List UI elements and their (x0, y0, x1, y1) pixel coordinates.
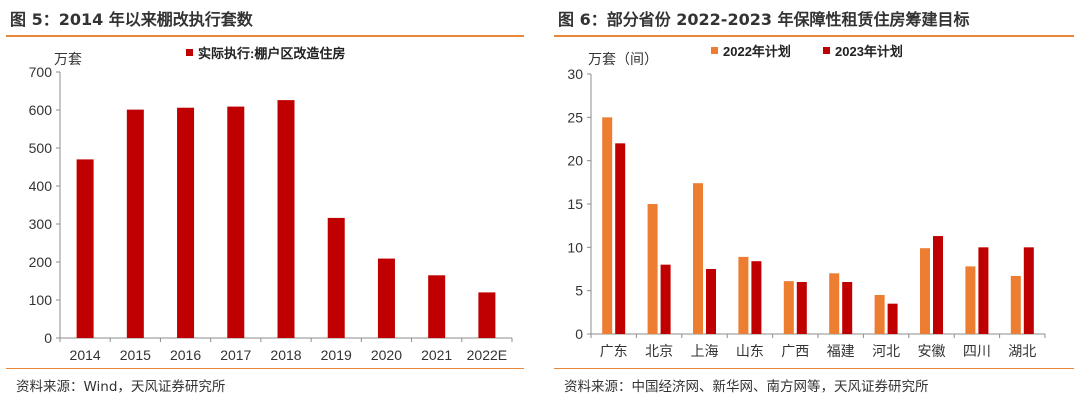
fig6-bar-2023年计划-安徽 (933, 236, 943, 334)
fig6-bar-2022年计划-广西 (783, 281, 794, 334)
figure-5-bottom-rule (6, 368, 524, 369)
fig5-x-tick-label: 2022E (467, 347, 507, 363)
figure-6-source: 资料来源：中国经济网、新华网、南方网等，天风证券研究所 (564, 379, 929, 395)
fig5-y-tick-label: 300 (29, 216, 53, 232)
fig5-bar-实际执行:棚户区改造住房-2021 (428, 275, 446, 338)
fig5-x-tick-label: 2019 (321, 347, 352, 363)
figure-6-title: 图 6：部分省份 2022-2023 年保障性租赁住房筹建目标 (558, 10, 970, 29)
fig6-bar-2022年计划-广东 (602, 117, 613, 334)
fig6-bar-2023年计划-上海 (706, 269, 716, 334)
fig6-x-tick-label: 上海 (691, 343, 719, 359)
fig5-bar-实际执行:棚户区改造住房-2019 (327, 217, 345, 338)
fig5-y-tick-label: 100 (29, 292, 53, 308)
fig5-x-tick-label: 2016 (170, 347, 201, 363)
fig6-bar-2023年计划-山东 (751, 261, 762, 334)
fig6-legend-swatch (711, 47, 718, 54)
figure-5-title: 图 5：2014 年以来棚改执行套数 (10, 10, 253, 29)
fig6-y-tick-label: 0 (575, 326, 583, 342)
fig5-x-tick-label: 2014 (70, 347, 101, 363)
figure-5-panel: 图 5：2014 年以来棚改执行套数 0 100 200 300 400 500 600 70… (0, 0, 530, 404)
fig6-bar-2023年计划-河北 (887, 303, 898, 334)
fig6-bar-2023年计划-广西 (796, 282, 807, 334)
fig6-y-tick-label: 5 (575, 283, 583, 299)
fig6-bar-2022年计划-山东 (738, 256, 749, 334)
fig5-bar-实际执行:棚户区改造住房-2020 (377, 258, 395, 338)
fig6-y-tick-label: 15 (567, 196, 583, 212)
fig6-x-tick-label: 湖北 (1008, 343, 1036, 359)
fig5-y-tick-label: 0 (44, 330, 52, 346)
fig5-legend-swatch (186, 49, 193, 56)
fig5-x-tick-label: 2021 (421, 347, 452, 363)
fig6-bar-2022年计划-四川 (965, 266, 976, 334)
fig5-y-tick-label: 600 (29, 102, 53, 118)
fig5-x-tick-label: 2018 (270, 347, 301, 363)
fig6-y-tick-label: 30 (567, 66, 583, 82)
figure-6-chart: 0 5 10 15 20 25 30 万套（间） 广东 北京 上海 山东 广西 福建 河北 安徽 四川 湖北 202… (567, 44, 1046, 359)
fig6-bar-2022年计划-河北 (874, 295, 885, 334)
fig5-bar-实际执行:棚户区改造住房-2022E (478, 292, 496, 338)
fig5-bar-实际执行:棚户区改造住房-2015 (126, 109, 144, 339)
fig5-bar-实际执行:棚户区改造住房-2016 (177, 107, 195, 338)
fig6-bar-2022年计划-安徽 (920, 248, 930, 334)
fig5-y-axis-label: 万套 (54, 51, 82, 67)
fig6-x-tick-label: 河北 (872, 343, 900, 359)
figure-5-top-rule (6, 35, 524, 37)
fig5-bar-实际执行:棚户区改造住房-2018 (277, 100, 295, 339)
fig6-bar-2023年计划-四川 (978, 247, 989, 334)
fig6-y-axis-label: 万套（间） (588, 51, 658, 67)
fig5-y-tick-label: 200 (29, 254, 53, 270)
fig6-bar-2022年计划-福建 (829, 273, 840, 334)
fig6-y-tick-label: 10 (567, 239, 583, 255)
fig6-y-tick-label: 20 (567, 153, 583, 169)
fig6-bar-2022年计划-北京 (647, 204, 658, 334)
figure-6-panel: 图 6：部分省份 2022-2023 年保障性租赁住房筹建目标 0 5 10 15 20… (548, 0, 1080, 404)
fig6-x-tick-label: 北京 (645, 343, 673, 359)
fig5-legend-label: 实际执行:棚户区改造住房 (198, 46, 345, 61)
fig6-x-tick-label: 广西 (781, 343, 809, 359)
fig6-x-tick-label: 安徽 (918, 343, 946, 359)
fig5-x-tick-label: 2020 (371, 347, 402, 363)
figure-6-bottom-rule (554, 368, 1074, 369)
fig5-x-tick-label: 2017 (220, 347, 251, 363)
fig6-legend-label: 2022年计划 (723, 44, 791, 59)
fig6-x-tick-label: 福建 (827, 343, 855, 359)
fig5-y-tick-label: 500 (29, 140, 53, 156)
fig5-y-tick-label: 400 (29, 178, 53, 194)
fig6-bar-2022年计划-上海 (693, 183, 703, 334)
fig6-x-tick-label: 广东 (600, 343, 628, 359)
fig5-y-tick-label: 700 (29, 64, 53, 80)
fig5-x-tick-label: 2015 (120, 347, 151, 363)
fig6-legend-label: 2023年计划 (835, 44, 903, 59)
fig6-x-tick-label: 山东 (736, 343, 764, 359)
fig6-legend-swatch (823, 47, 830, 54)
fig6-y-tick-label: 25 (567, 109, 583, 125)
figure-6-top-rule (554, 35, 1074, 37)
fig5-bar-实际执行:棚户区改造住房-2017 (227, 106, 245, 338)
fig6-x-tick-label: 四川 (963, 343, 991, 359)
figure-5-source: 资料来源：Wind，天风证券研究所 (16, 379, 226, 395)
fig6-bar-2022年计划-湖北 (1010, 275, 1021, 334)
fig6-bar-2023年计划-湖北 (1023, 247, 1034, 334)
fig6-bar-2023年计划-广东 (615, 143, 626, 334)
fig6-bar-2023年计划-北京 (660, 264, 671, 334)
fig6-bar-2023年计划-福建 (842, 282, 853, 334)
fig5-bar-实际执行:棚户区改造住房-2014 (76, 159, 94, 338)
